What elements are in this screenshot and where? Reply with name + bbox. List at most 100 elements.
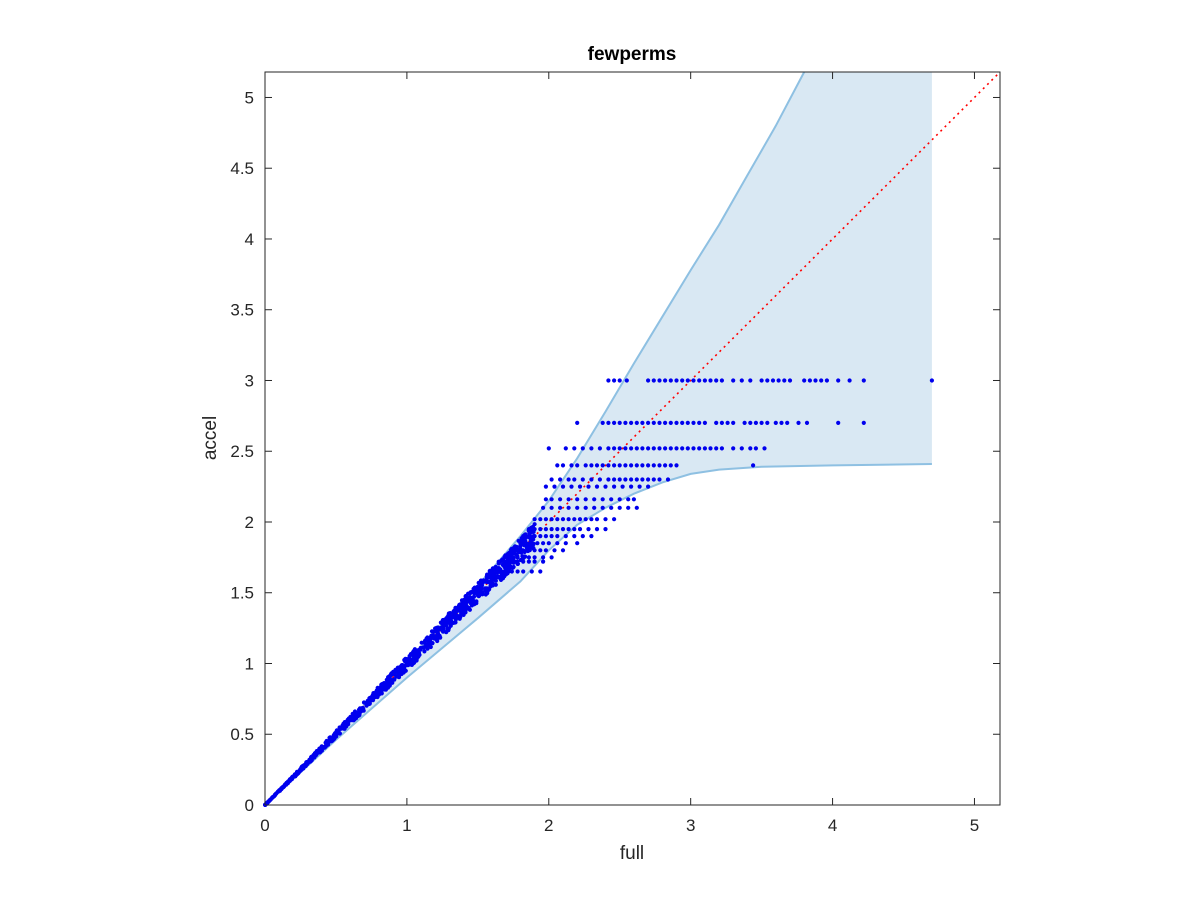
data-point — [372, 693, 377, 698]
data-point — [609, 505, 614, 510]
data-point — [680, 420, 685, 425]
data-point — [646, 477, 651, 482]
y-tick-label: 3.5 — [230, 301, 254, 320]
data-point — [796, 420, 801, 425]
data-point — [563, 534, 568, 539]
data-point — [541, 541, 546, 546]
data-point — [742, 420, 747, 425]
data-point — [538, 534, 543, 539]
data-point — [663, 420, 668, 425]
data-point — [521, 534, 526, 539]
x-tick-label: 4 — [828, 816, 837, 835]
data-point — [572, 527, 577, 532]
data-point — [731, 378, 736, 383]
data-point — [612, 477, 617, 482]
data-point — [483, 592, 488, 597]
data-point — [535, 541, 540, 546]
data-point — [422, 649, 427, 654]
data-point — [824, 378, 830, 383]
data-point — [361, 706, 366, 711]
confidence-band — [264, 71, 932, 806]
data-point — [521, 569, 526, 574]
data-point — [580, 534, 585, 539]
data-point — [617, 420, 622, 425]
data-point — [651, 378, 656, 383]
data-point — [597, 477, 603, 482]
data-point — [552, 484, 557, 489]
data-point — [640, 477, 645, 482]
data-point — [558, 497, 563, 502]
data-point — [623, 446, 628, 451]
data-point — [435, 638, 440, 644]
data-point — [541, 559, 546, 564]
data-point — [575, 497, 580, 502]
data-point — [836, 378, 841, 383]
data-point — [367, 701, 372, 706]
data-point — [589, 446, 594, 451]
data-point — [284, 782, 289, 787]
data-point — [440, 628, 445, 633]
data-point — [612, 484, 617, 489]
data-point — [657, 477, 662, 482]
data-point — [546, 541, 551, 546]
data-point — [623, 463, 628, 468]
data-point — [391, 677, 396, 682]
data-point — [515, 548, 520, 553]
data-point — [504, 559, 509, 564]
data-point — [377, 692, 382, 697]
data-point — [751, 463, 756, 468]
data-point — [691, 378, 696, 383]
data-point — [646, 446, 651, 451]
data-point — [546, 446, 551, 451]
data-point — [532, 527, 537, 532]
data-point — [270, 795, 275, 800]
x-axis-label: full — [620, 843, 644, 864]
data-point — [612, 378, 617, 383]
reference-line-y-equals-x — [264, 71, 1001, 806]
data-point — [296, 770, 301, 775]
band-fill — [265, 72, 932, 805]
data-point — [555, 517, 560, 522]
data-point — [685, 446, 690, 451]
data-point — [719, 378, 725, 383]
data-point — [702, 446, 708, 451]
data-point — [526, 534, 532, 539]
data-point — [631, 497, 637, 502]
data-point — [651, 446, 656, 451]
data-point — [623, 477, 628, 482]
data-point — [424, 642, 429, 647]
data-point — [836, 420, 841, 425]
data-point — [589, 463, 594, 468]
data-point — [577, 527, 583, 532]
data-point — [381, 682, 386, 687]
data-point — [336, 729, 341, 734]
data-point — [592, 497, 597, 502]
data-point — [617, 446, 622, 451]
data-point — [543, 534, 549, 539]
chart-title: fewperms — [588, 44, 677, 65]
data-point — [337, 725, 342, 730]
data-point — [543, 517, 549, 522]
data-point — [461, 603, 466, 608]
data-point — [634, 446, 639, 451]
data-point — [541, 505, 546, 510]
data-point — [665, 477, 671, 482]
data-point — [748, 420, 753, 425]
data-point — [538, 569, 543, 574]
data-point — [479, 583, 484, 588]
data-point — [668, 420, 673, 425]
data-point — [597, 446, 603, 451]
data-point — [594, 517, 600, 522]
data-point — [560, 517, 566, 522]
y-tick-label: 3 — [245, 371, 254, 390]
data-point — [541, 555, 546, 560]
data-point — [538, 527, 543, 532]
data-point — [478, 588, 483, 593]
data-point — [268, 797, 273, 802]
data-point — [299, 764, 305, 769]
data-point — [617, 497, 622, 502]
data-point — [640, 420, 645, 425]
data-point — [352, 717, 357, 722]
data-point — [448, 611, 453, 616]
